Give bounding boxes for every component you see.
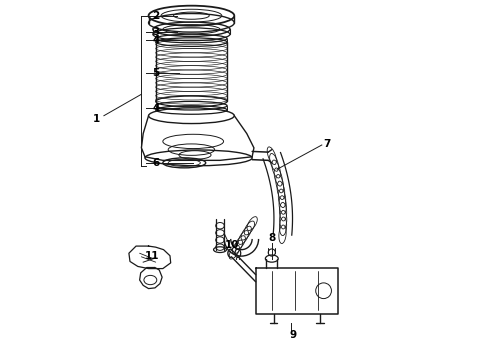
Text: 3: 3 xyxy=(152,27,159,37)
Text: 4: 4 xyxy=(152,103,159,113)
Text: 11: 11 xyxy=(145,251,159,261)
Text: 4: 4 xyxy=(152,35,159,45)
Text: 8: 8 xyxy=(268,233,275,243)
Text: 9: 9 xyxy=(290,330,297,341)
Text: 7: 7 xyxy=(323,139,331,149)
Text: 2: 2 xyxy=(152,11,159,21)
Text: 6: 6 xyxy=(152,158,159,168)
Text: 5: 5 xyxy=(152,68,159,78)
Text: 10: 10 xyxy=(224,240,239,250)
Text: 1: 1 xyxy=(93,113,100,123)
